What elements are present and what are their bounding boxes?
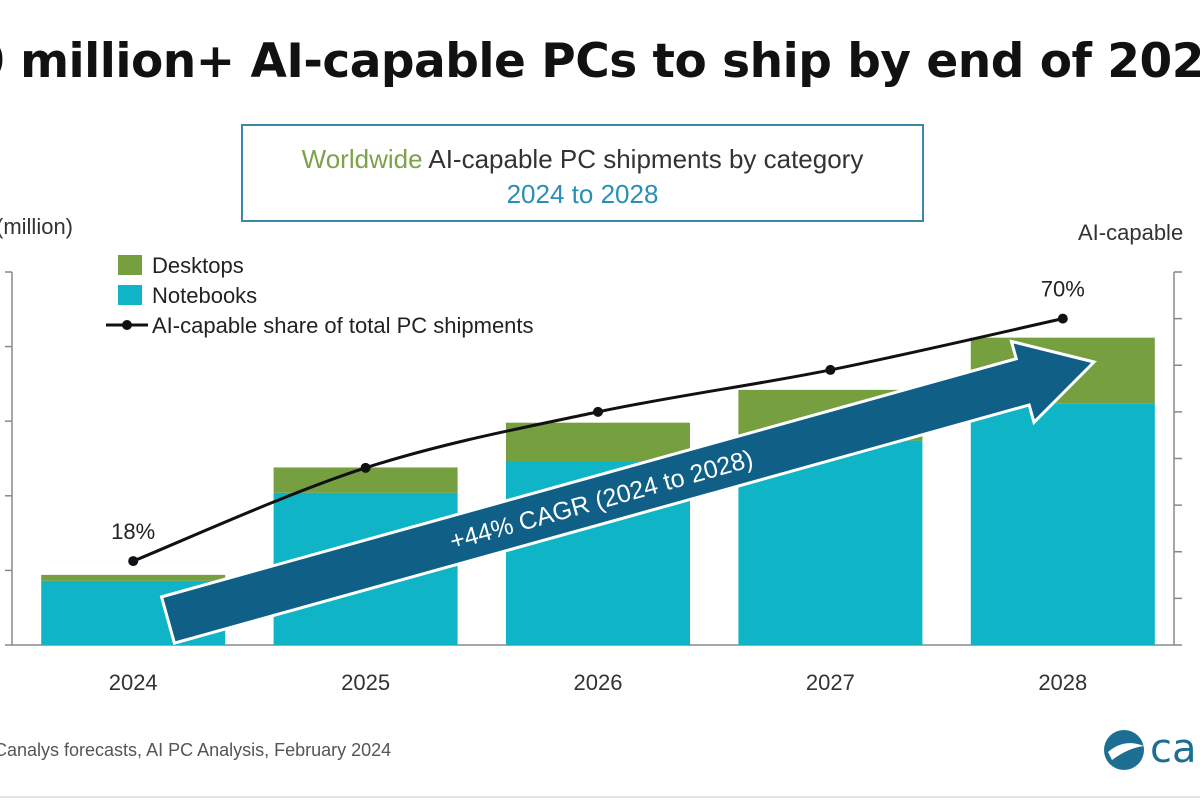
title-rest: AI-capable PC shipments by category [422, 144, 864, 174]
chart-title-box: Worldwide AI-capable PC shipments by cat… [241, 124, 924, 222]
legend-marker-share [122, 320, 132, 330]
title-geo: Worldwide [301, 144, 423, 174]
share-point-2026 [593, 406, 603, 417]
legend-label-notebooks: Notebooks [152, 283, 257, 308]
bar-desktops-2026 [506, 422, 690, 462]
share-point-2028 [1057, 313, 1068, 324]
data-label-last: 70% [1041, 277, 1085, 302]
share-point-2025 [360, 462, 371, 473]
legend-swatch-notebooks [118, 285, 142, 305]
legend-label-share: AI-capable share of total PC shipments [152, 313, 534, 338]
share-point-2027 [825, 364, 836, 375]
left-axis-label: (million) [0, 214, 73, 239]
bar-desktops-2024 [41, 574, 226, 581]
cagr-arrow-shape [159, 339, 1097, 645]
chart-title: Worldwide AI-capable PC shipments by cat… [243, 144, 922, 175]
legend-label-desktops: Desktops [152, 253, 244, 278]
x-tick-label: 2027 [806, 670, 855, 695]
chart-period: 2024 to 2028 [506, 179, 659, 209]
canalys-logo: car [1102, 722, 1200, 778]
right-axis-label: AI-capable [1078, 220, 1184, 245]
x-tick-label: 2024 [109, 670, 158, 695]
source-note: Canalys forecasts, AI PC Analysis, Febru… [0, 740, 392, 760]
x-tick-label: 2025 [341, 670, 390, 695]
x-tick-label: 2028 [1038, 670, 1087, 695]
data-label-first: 18% [111, 519, 155, 544]
bottom-rule [0, 796, 1200, 798]
logo-mark-icon [1104, 730, 1144, 770]
x-tick-label: 2026 [574, 670, 623, 695]
legend: Desktops Notebooks AI-capable share of tot… [106, 253, 534, 338]
share-point-2024 [128, 556, 139, 567]
headline: 0 million+ AI-capable PCs to ship by end… [0, 34, 1200, 89]
bar-notebooks-2028 [970, 403, 1155, 645]
legend-swatch-desktops [118, 255, 142, 275]
